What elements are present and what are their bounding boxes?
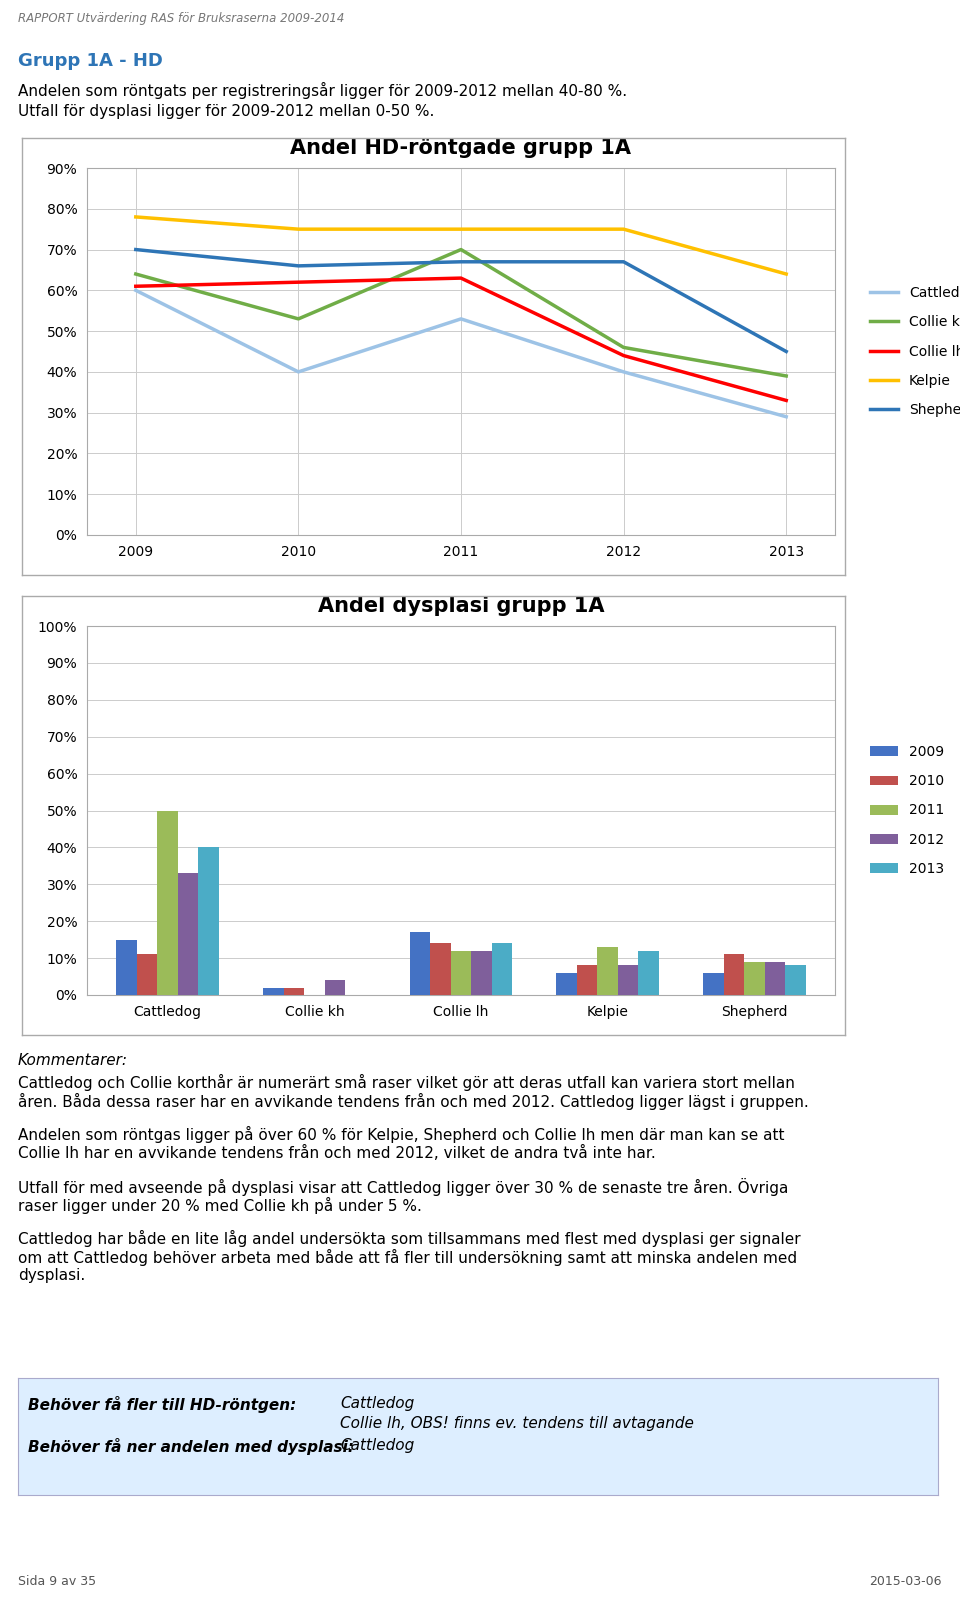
Title: Andel HD-röntgade grupp 1A: Andel HD-röntgade grupp 1A: [291, 137, 632, 158]
Bar: [410, 933, 430, 995]
Text: Utfall för dysplasi ligger för 2009-2012 mellan 0-50 %.: Utfall för dysplasi ligger för 2009-2012…: [18, 104, 434, 120]
Text: RAPPORT Utvärdering RAS för Bruksraserna 2009-2014: RAPPORT Utvärdering RAS för Bruksraserna…: [18, 13, 345, 26]
Text: Collie lh, OBS! finns ev. tendens till avtagande: Collie lh, OBS! finns ev. tendens till a…: [340, 1417, 694, 1431]
Text: dysplasi.: dysplasi.: [18, 1268, 85, 1282]
Bar: [157, 811, 178, 995]
Text: om att Cattledog behöver arbeta med både att få fler till undersökning samt att : om att Cattledog behöver arbeta med både…: [18, 1249, 797, 1266]
Text: åren. Båda dessa raser har en avvikande tendens från och med 2012. Cattledog lig: åren. Båda dessa raser har en avvikande …: [18, 1092, 808, 1110]
Text: Utfall för med avseende på dysplasi visar att Cattledog ligger över 30 % de sena: Utfall för med avseende på dysplasi visa…: [18, 1179, 788, 1196]
Text: Collie lh har en avvikande tendens från och med 2012, vilket de andra två inte h: Collie lh har en avvikande tendens från …: [18, 1145, 656, 1161]
Bar: [116, 939, 137, 995]
Text: Cattledog: Cattledog: [340, 1437, 415, 1453]
Bar: [724, 955, 744, 995]
Bar: [137, 955, 157, 995]
Bar: [451, 950, 471, 995]
Bar: [430, 944, 451, 995]
Bar: [263, 987, 283, 995]
Bar: [638, 950, 659, 995]
Bar: [577, 966, 597, 995]
Text: Sida 9 av 35: Sida 9 av 35: [18, 1575, 96, 1587]
Bar: [785, 966, 805, 995]
Text: Kommentarer:: Kommentarer:: [18, 1052, 128, 1068]
Text: Cattledog och Collie korthår är numerärt små raser vilket gör att deras utfall k: Cattledog och Collie korthår är numerärt…: [18, 1075, 795, 1091]
Text: raser ligger under 20 % med Collie kh på under 5 %.: raser ligger under 20 % med Collie kh på…: [18, 1198, 421, 1214]
Bar: [492, 944, 513, 995]
Legend: 2009, 2010, 2011, 2012, 2013: 2009, 2010, 2011, 2012, 2013: [864, 739, 949, 882]
Text: 2015-03-06: 2015-03-06: [870, 1575, 942, 1587]
Text: Grupp 1A - HD: Grupp 1A - HD: [18, 53, 163, 70]
Title: Andel dysplasi grupp 1A: Andel dysplasi grupp 1A: [318, 596, 604, 616]
Text: Cattledog: Cattledog: [340, 1396, 415, 1412]
Bar: [283, 987, 304, 995]
Bar: [471, 950, 492, 995]
Bar: [764, 961, 785, 995]
Bar: [557, 973, 577, 995]
Bar: [199, 848, 219, 995]
Bar: [703, 973, 724, 995]
Bar: [178, 874, 199, 995]
Text: Andelen som röntgats per registreringsår ligger för 2009-2012 mellan 40-80 %.: Andelen som röntgats per registreringsår…: [18, 81, 627, 99]
Text: Cattledog har både en lite låg andel undersökta som tillsammans med flest med dy: Cattledog har både en lite låg andel und…: [18, 1230, 801, 1247]
Bar: [618, 966, 638, 995]
Bar: [597, 947, 618, 995]
Text: Behöver få ner andelen med dysplasi:: Behöver få ner andelen med dysplasi:: [28, 1437, 354, 1455]
Bar: [324, 981, 346, 995]
Bar: [744, 961, 764, 995]
Text: Andelen som röntgas ligger på över 60 % för Kelpie, Shepherd och Collie lh men d: Andelen som röntgas ligger på över 60 % …: [18, 1126, 784, 1143]
Legend: Cattledog, Collie kh, Collie lh, Kelpie, Shepherd: Cattledog, Collie kh, Collie lh, Kelpie,…: [864, 281, 960, 423]
Text: Behöver få fler till HD-röntgen:: Behöver få fler till HD-röntgen:: [28, 1396, 297, 1413]
